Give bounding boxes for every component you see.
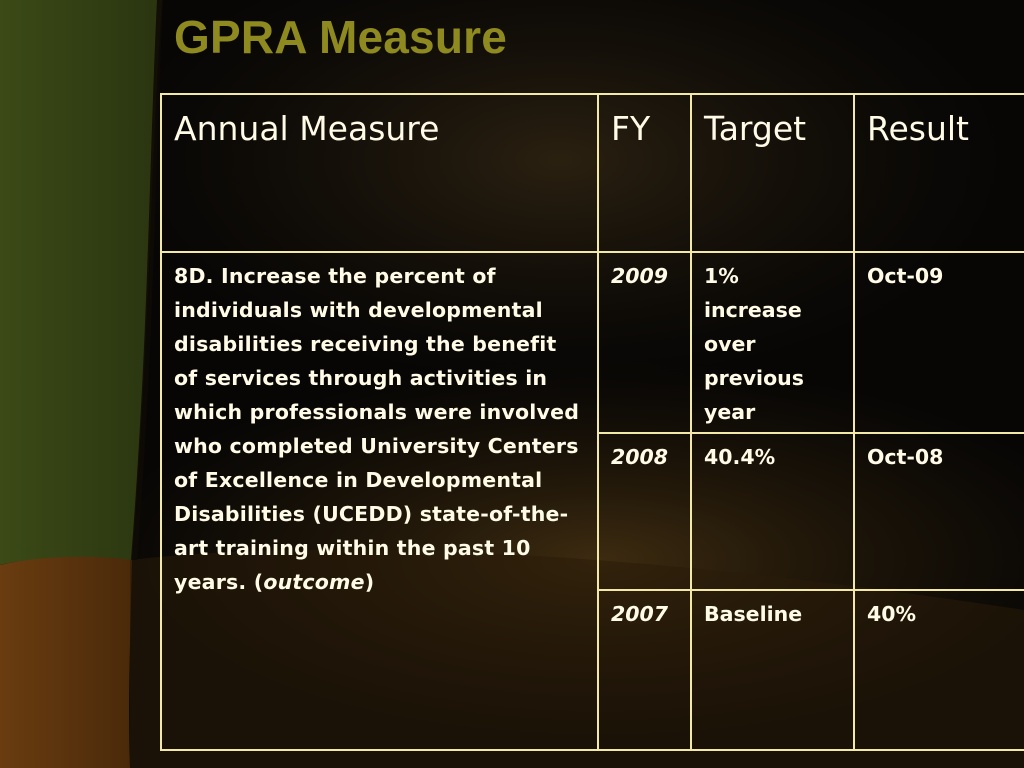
measure-description: 8D. Increase the percent of individuals … <box>174 264 580 594</box>
table-row: 8D. Increase the percent of individuals … <box>160 251 1024 751</box>
target-cell: 1% increase over previous year <box>690 251 855 434</box>
header-fy: FY <box>597 93 692 253</box>
fy-cell: 2008 <box>597 432 692 591</box>
slide-title: GPRA Measure <box>174 11 508 63</box>
result-cell: 40% <box>853 589 1024 751</box>
header-target: Target <box>690 93 855 253</box>
target-cell: 40.4% <box>690 432 855 591</box>
header-annual-measure: Annual Measure <box>160 93 599 253</box>
measure-emphasis: outcome <box>263 570 365 594</box>
table-row: 2008 40.4% Oct-08 <box>161 432 1024 591</box>
result-cell: Oct-08 <box>853 432 1024 591</box>
result-cell: Oct-09 <box>853 251 1024 434</box>
measure-description-cell: 8D. Increase the percent of individuals … <box>160 251 599 751</box>
header-result: Result <box>853 93 1024 253</box>
measure-suffix: ) <box>364 570 375 594</box>
table-header-row: Annual Measure FY Target Result <box>160 93 1024 253</box>
table-row: 2007 Baseline 40% <box>161 589 1024 751</box>
gpra-measure-table: Annual Measure FY Target Result 8D. Incr… <box>160 93 1024 751</box>
target-cell: Baseline <box>690 589 855 751</box>
fy-cell: 2009 <box>597 251 692 434</box>
fy-cell: 2007 <box>597 589 692 751</box>
